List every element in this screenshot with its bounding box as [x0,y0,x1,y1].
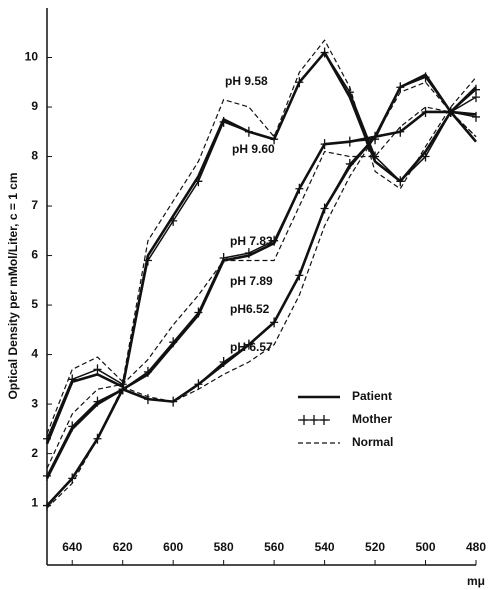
series-marker [194,379,203,390]
series-marker [295,77,304,88]
y-tick-label: 2 [31,446,38,460]
annotation: pH 9.60 [232,142,275,156]
x-axis-label: mμ [467,574,485,588]
legend-label: Patient [352,389,392,403]
series-marker [396,176,405,187]
series-marker [295,183,304,194]
series-marker [43,470,51,481]
series-marker [143,366,152,377]
series-marker [68,374,77,385]
series-marker [320,203,329,214]
series-marker [472,92,480,103]
series-marker [93,396,102,407]
series-marker [295,270,304,281]
annotation: pH 6.57 [230,340,273,354]
series-marker [219,357,228,368]
series-marker [421,151,430,162]
series-marker [93,433,102,444]
series-marker [270,235,279,246]
y-tick-label: 9 [31,99,38,113]
legend-label: Mother [352,412,392,426]
series-line [46,81,477,509]
series-marker [244,126,253,137]
series-marker [320,139,329,150]
series-marker [396,126,405,137]
series-marker [43,433,51,444]
series-line [46,51,477,440]
annotation: pH 9.58 [225,74,268,88]
x-tick-label: 540 [315,540,335,554]
y-tick-label: 8 [31,149,38,163]
annotation: pH 7.89 [230,274,273,288]
y-axis-label: Optical Density per mMol/Liter, c = 1 cm [6,172,20,399]
legend-label: Normal [352,435,393,449]
series-marker [219,253,228,264]
series-marker [93,364,102,375]
x-tick-label: 500 [416,540,436,554]
series-marker [169,337,178,348]
series-marker [219,116,228,127]
series-marker [270,317,279,328]
y-tick-label: 3 [31,396,38,410]
y-tick-label: 7 [31,198,38,212]
series-marker [244,339,253,350]
y-tick-label: 1 [31,495,38,509]
x-tick-label: 600 [163,540,183,554]
x-tick-label: 580 [214,540,234,554]
series-marker [169,215,178,226]
series-marker [118,384,127,395]
series-line [46,106,477,469]
series-marker [472,111,480,122]
series-marker [244,248,253,259]
series-marker [270,134,279,145]
series-marker [68,421,77,432]
y-tick-label: 4 [31,347,38,361]
x-tick-label: 480 [466,540,486,554]
series-line [46,96,477,507]
series-marker [446,106,455,117]
series-marker [345,158,354,169]
series-line [46,39,477,435]
y-tick-label: 5 [31,297,38,311]
y-tick-label: 10 [25,50,39,64]
series-marker [345,136,354,147]
x-tick-label: 620 [113,540,133,554]
series-marker [194,176,203,187]
series-marker [194,307,203,318]
y-tick-label: 6 [31,248,38,262]
annotation: pH6.52 [230,302,270,316]
series-marker [421,106,430,117]
x-tick-label: 560 [264,540,284,554]
x-tick-label: 640 [62,540,82,554]
series-line [46,73,477,507]
annotation: pH 7.83 [230,234,273,248]
series-marker [143,255,152,266]
series-marker [320,47,329,58]
x-tick-label: 520 [365,540,385,554]
series-marker [143,394,152,405]
